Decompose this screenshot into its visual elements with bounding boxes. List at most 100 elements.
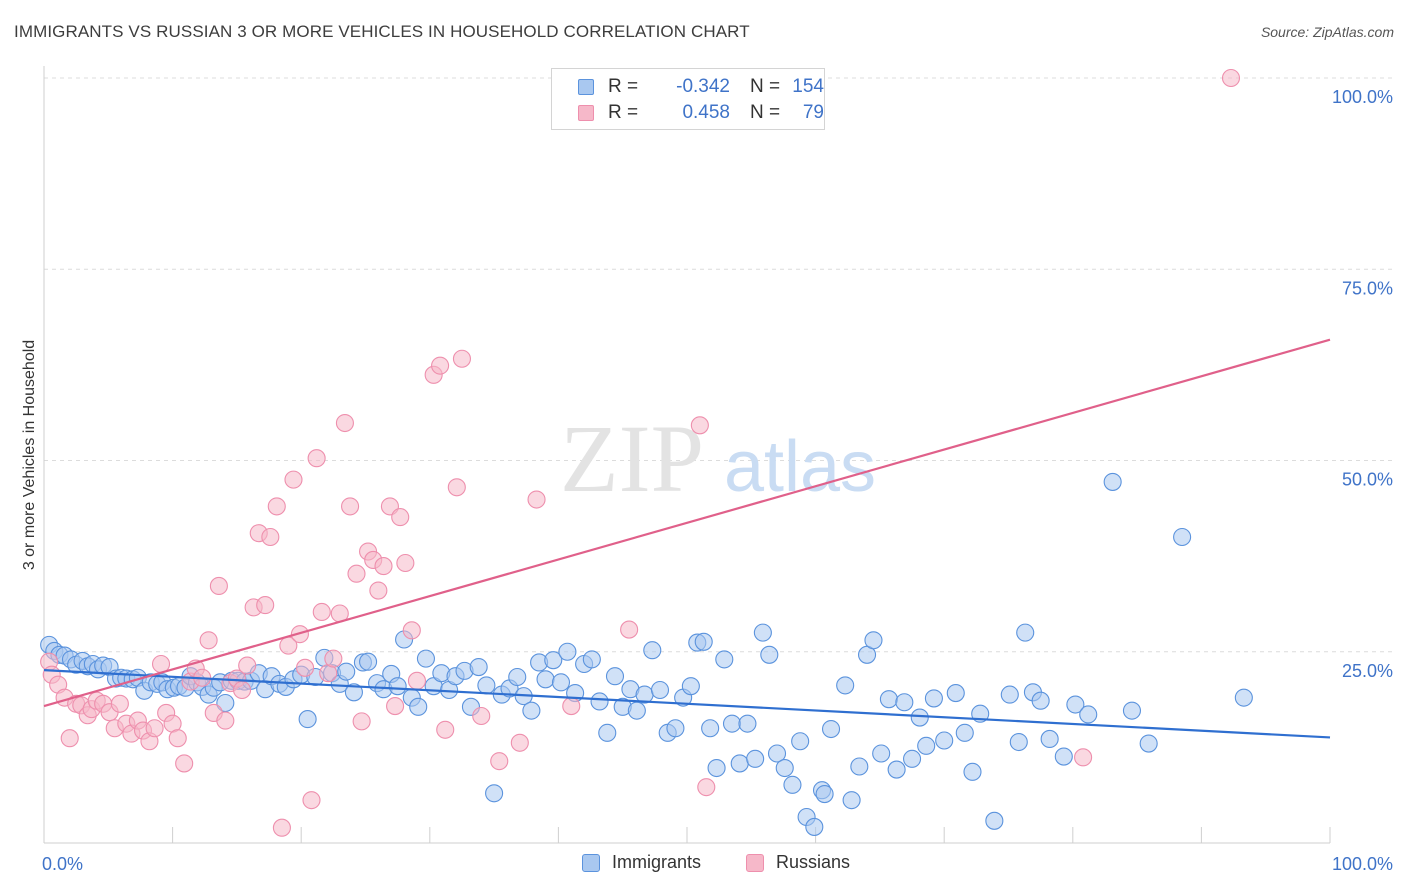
immigrants-point (902, 749, 922, 768)
russians-point (391, 508, 410, 527)
watermark: ZIP atlas (560, 405, 876, 512)
immigrants-point (485, 784, 504, 803)
immigrants-point (643, 641, 662, 660)
russians-point (490, 752, 509, 771)
russians-point (447, 478, 466, 497)
russians-point (1221, 68, 1241, 88)
immigrants-trend-line (43, 669, 1331, 739)
immigrants-point (409, 697, 428, 716)
immigrants-point (650, 680, 670, 700)
immigrants-point (298, 710, 317, 729)
gridlines (44, 77, 1394, 653)
russians-point (175, 754, 194, 773)
y-tick-label: 75.0% (1342, 278, 1393, 298)
immigrants-point (872, 744, 891, 763)
immigrants-point (551, 673, 571, 692)
x-tick-label-min: 0.0% (42, 854, 83, 874)
russians-trend-line (43, 338, 1331, 708)
legend-r-label: R = (608, 102, 639, 123)
source-credit: Source: ZipAtlas.com (1260, 24, 1394, 40)
immigrants-point (582, 650, 601, 669)
immigrants-point (760, 645, 779, 664)
legend-swatch-immigrants (578, 79, 594, 95)
legend-r-value: 0.458 (682, 102, 730, 123)
russians-point (209, 576, 228, 596)
legend-swatch-russians (746, 853, 764, 872)
immigrants-point (627, 701, 646, 720)
immigrants-point (536, 670, 555, 689)
russians-point (341, 497, 360, 516)
immigrants-point (598, 723, 617, 742)
immigrants-point (985, 811, 1004, 830)
chart-title: IMMIGRANTS VS RUSSIAN 3 OR MORE VEHICLES… (14, 22, 750, 41)
russians-point (284, 470, 303, 489)
legend-item-russians: Russians (746, 852, 850, 873)
immigrants-point (1016, 623, 1035, 642)
immigrants-point (522, 701, 541, 720)
russians-point (386, 697, 405, 716)
trend-lines (43, 338, 1331, 739)
immigrants-point (681, 677, 700, 696)
immigrants-point (590, 692, 609, 711)
immigrants-point (791, 732, 810, 751)
immigrants-point (815, 784, 834, 804)
russians-point (347, 564, 366, 583)
y-tick-labels: 25.0% 50.0% 75.0% 100.0% (1332, 87, 1393, 681)
y-tick-label: 25.0% (1342, 661, 1393, 681)
immigrants-point (605, 667, 625, 686)
immigrants-point (508, 667, 527, 687)
russians-point (335, 413, 354, 433)
immigrants-point (469, 657, 488, 677)
legend-r-value: -0.342 (676, 76, 730, 97)
russians-point (168, 729, 187, 748)
legend-n-value: 79 (802, 102, 824, 123)
legend-n-label: N = (750, 76, 781, 97)
immigrants-point (767, 744, 787, 763)
russians-point (232, 680, 252, 700)
russians-point (267, 497, 286, 516)
immigrants-point (910, 708, 929, 727)
immigrants-point (917, 736, 936, 755)
russians-point (145, 719, 164, 738)
russians-point (374, 557, 393, 576)
russians-point (407, 671, 426, 690)
legend-item-immigrants: Immigrants (582, 852, 701, 873)
immigrants-point (805, 817, 824, 836)
legend-swatch-immigrants (582, 853, 600, 872)
immigrants-point (775, 758, 794, 778)
immigrants-point (344, 683, 363, 702)
russians-point (402, 621, 421, 640)
russians-point (690, 416, 709, 435)
immigrants-point (1139, 734, 1158, 753)
legend-row-russians: R = 0.458 N = 79 (578, 101, 824, 125)
immigrants-point (924, 689, 943, 708)
russians-point (562, 697, 581, 716)
immigrants-point (694, 632, 713, 651)
russians-point (296, 658, 315, 677)
russians-point (472, 706, 491, 726)
russians-point (431, 356, 450, 375)
russians-point (199, 631, 218, 650)
immigrants-point (216, 693, 235, 713)
watermark-atlas: atlas (724, 427, 876, 507)
immigrants-point (738, 714, 757, 733)
russians-point (312, 602, 331, 622)
immigrants-point (1066, 695, 1085, 714)
immigrants-point (1079, 705, 1098, 724)
axes (43, 66, 1331, 844)
x-tick-label-max: 100.0% (1332, 854, 1393, 874)
immigrants-point (707, 758, 726, 778)
russians-point (272, 818, 291, 837)
immigrants-point (842, 791, 861, 810)
immigrants-point (1103, 472, 1122, 491)
immigrants-point (955, 723, 974, 742)
russians-point (324, 649, 343, 668)
russians-point (261, 527, 280, 547)
legend-n-label: N = (750, 102, 781, 123)
russians-point (510, 733, 529, 752)
immigrants-point (746, 749, 765, 768)
immigrants-point (1054, 747, 1073, 766)
y-tick-label: 50.0% (1342, 470, 1393, 490)
russians-point (452, 349, 472, 368)
immigrants-point (1031, 691, 1050, 710)
